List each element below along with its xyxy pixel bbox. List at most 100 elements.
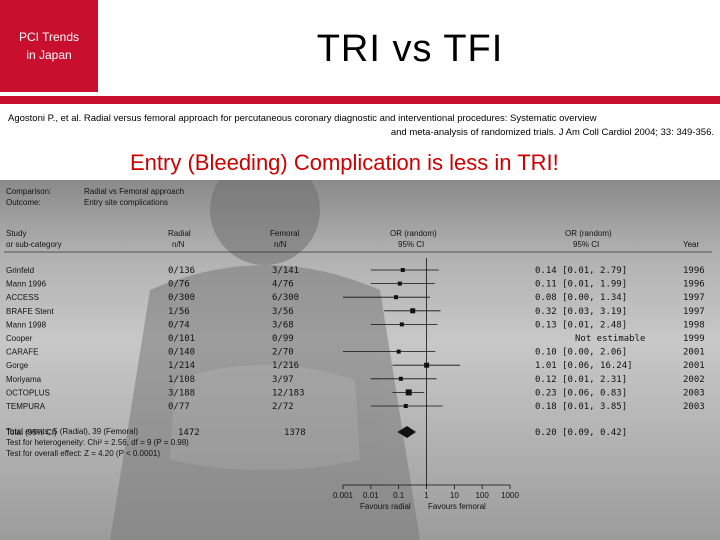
femoral-count: 3/141 (272, 266, 299, 276)
study-year: 1997 (683, 293, 705, 303)
study-name: Mann 1996 (6, 280, 47, 289)
femoral-count: 3/97 (272, 375, 294, 385)
total-radial: 1472 (178, 428, 200, 438)
study-rows: Grinfeld 0/136 3/141 0.14 [0.01, 2.79] 1996 M… (6, 266, 705, 438)
footnote-3: Test for overall effect: Z = 4.20 (P < 0… (6, 449, 160, 458)
point-estimate (393, 295, 398, 300)
radial-count: 1/56 (168, 307, 190, 317)
study-name: CARAFE (6, 348, 38, 357)
femoral-count: 2/72 (272, 402, 294, 412)
study-name: OCTOPLUS (6, 388, 50, 397)
col-radial-nn: n/N (172, 240, 185, 249)
or-ci-label: 0.10 [0.00, 2.06] (535, 348, 627, 358)
x-tick-label: 1 (424, 491, 429, 500)
study-name: Cooper (6, 334, 33, 343)
total-name: Total (95% CI) (6, 428, 57, 437)
point-estimate (397, 281, 402, 286)
radial-count: 0/300 (168, 293, 195, 303)
total-diamond (397, 426, 417, 438)
study-name: Mann 1998 (6, 320, 47, 329)
radial-count: 0/136 (168, 266, 195, 276)
col-femoral: Femoral (270, 229, 300, 238)
forest-plot-panel: Comparison: Radial vs Femoral approach O… (0, 180, 720, 540)
study-name: Moriyama (6, 375, 42, 384)
study-year: 2003 (683, 388, 705, 398)
header-divider (0, 96, 720, 104)
point-estimate (410, 308, 416, 314)
study-year: 1997 (683, 307, 705, 317)
point-estimate (398, 376, 403, 381)
radial-count: 0/77 (168, 402, 190, 412)
point-estimate (396, 349, 401, 354)
x-tick-label: 0.01 (363, 491, 379, 500)
forest-plot: Comparison: Radial vs Femoral approach O… (4, 180, 712, 540)
study-name: Grinfeld (6, 266, 34, 275)
or-ci-label: 0.13 [0.01, 2.48] (535, 320, 627, 330)
femoral-count: 0/99 (272, 334, 294, 344)
headline: Entry (Bleeding) Complication is less in… (130, 150, 559, 175)
section-badge-line2: in Japan (26, 48, 72, 62)
femoral-count: 1/216 (272, 361, 299, 371)
study-year: 2001 (683, 348, 705, 358)
citation-line1: Agostoni P., et al. Radial versus femora… (8, 113, 597, 124)
section-badge: PCI Trends in Japan (0, 0, 98, 92)
citation: Agostoni P., et al. Radial versus femora… (8, 112, 714, 140)
point-estimate (403, 404, 408, 408)
study-year: 1999 (683, 334, 705, 344)
x-tick-label: 0.1 (393, 491, 405, 500)
femoral-count: 6/300 (272, 293, 299, 303)
col-or: OR (random) (390, 229, 437, 238)
study-year: 2003 (683, 402, 705, 412)
footnote-2: Test for heterogeneity: Chi² = 2.56, df … (6, 438, 189, 447)
femoral-count: 12/183 (272, 388, 305, 398)
or-ci-label: 0.14 [0.01, 2.79] (535, 266, 627, 276)
favours-left: Favours radial (360, 502, 411, 511)
or-ci-label: 0.23 [0.06, 0.83] (535, 388, 627, 398)
study-year: 1996 (683, 280, 705, 290)
or-ci-label: Not estimable (575, 334, 645, 344)
outcome-label: Outcome: (6, 198, 41, 207)
x-axis: 0.001 0.01 0.1 1 10 100 1000 (333, 258, 519, 500)
section-badge-line1: PCI Trends (18, 30, 80, 44)
radial-count: 0/101 (168, 334, 195, 344)
or-ci-label: 1.01 [0.06, 16.24] (535, 361, 633, 371)
point-estimate (399, 322, 404, 327)
femoral-count: 4/76 (272, 280, 294, 290)
col-radial: Radial (168, 229, 191, 238)
study-year: 1998 (683, 320, 705, 330)
study-year: 2001 (683, 361, 705, 371)
slide-title: TRI vs TFI (316, 28, 504, 70)
or-ci-label: 0.11 [0.01, 1.99] (535, 280, 627, 290)
study-name: Gorge (6, 361, 29, 370)
comparison-label: Comparison: (6, 187, 51, 196)
study-name: ACCESS (6, 293, 39, 302)
radial-count: 3/188 (168, 388, 195, 398)
x-tick-label: 100 (475, 491, 489, 500)
col-or2: OR (random) (565, 229, 612, 238)
radial-count: 0/74 (168, 320, 190, 330)
or-ci-label: 0.32 [0.03, 3.19] (535, 307, 627, 317)
comparison-value: Radial vs Femoral approach (84, 187, 184, 196)
slide-header: PCI Trends in Japan TRI vs TFI (0, 0, 720, 106)
point-estimate (405, 389, 412, 396)
radial-count: 0/140 (168, 348, 195, 358)
point-estimate (400, 268, 405, 272)
citation-line2: and meta-analysis of randomized trials. … (390, 127, 714, 138)
femoral-count: 3/56 (272, 307, 294, 317)
x-tick-label: 0.001 (333, 491, 354, 500)
or-ci-label: 0.18 [0.01, 3.85] (535, 402, 627, 412)
total-femoral: 1378 (284, 428, 306, 438)
col-ci: 95% CI (398, 240, 424, 249)
study-name: TEMPURA (6, 402, 46, 411)
or-ci-label: 0.08 [0.00, 1.34] (535, 293, 627, 303)
study-year: 1996 (683, 266, 705, 276)
footnote-1: Total events: 5 (Radial), 39 (Femoral) (6, 427, 138, 436)
total-or-ci-label: 0.20 [0.09, 0.42] (535, 428, 627, 438)
femoral-count: 2/70 (272, 348, 294, 358)
x-tick-label: 1000 (501, 491, 519, 500)
col-study: Study (6, 229, 26, 238)
col-study2: or sub-category (6, 240, 62, 249)
study-name: BRAFE Stent (6, 307, 54, 316)
statue-background (110, 180, 420, 540)
femoral-count: 3/68 (272, 320, 294, 330)
